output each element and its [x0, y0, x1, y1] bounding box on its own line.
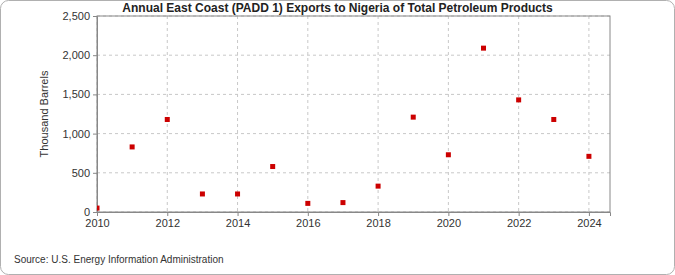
- grid-line-x: [518, 16, 519, 212]
- x-tick-mark: [238, 212, 239, 216]
- x-tick-mark: [589, 212, 590, 216]
- point: [165, 117, 170, 122]
- point: [305, 201, 310, 206]
- points: [97, 46, 591, 211]
- x-axis-line: [98, 213, 611, 217]
- y-tick-label: 2,500: [62, 10, 90, 22]
- grid-line-x: [378, 16, 379, 212]
- y-tick-mark: [93, 94, 97, 95]
- chart-svg: 05001,0001,5002,0002,5002010201220142016…: [0, 0, 675, 275]
- point: [516, 97, 521, 102]
- chart-container: 05001,0001,5002,0002,5002010201220142016…: [0, 0, 675, 275]
- point: [411, 115, 416, 120]
- x-tick-label: 2012: [156, 217, 180, 229]
- plot: 05001,0001,5002,0002,5002010201220142016…: [62, 10, 610, 229]
- source-note: Source: U.S. Energy Information Administ…: [14, 254, 224, 265]
- x-tick-mark: [308, 212, 309, 216]
- x-axis: 2010 2012 2014 2016 2018 2020 2022 2024: [85, 212, 610, 229]
- y-axis-line: [93, 17, 98, 213]
- x-tick-label: 2010: [85, 217, 109, 229]
- y-tick-mark: [93, 173, 97, 174]
- plot-background: [97, 16, 610, 212]
- frame: [1, 1, 675, 275]
- y-axis-title: Thousand Barrels: [38, 70, 50, 157]
- x-tick: 2010: [85, 212, 109, 229]
- x-tick-label: 2018: [366, 217, 390, 229]
- grid-line-x: [167, 16, 168, 212]
- point: [586, 154, 591, 159]
- point: [97, 206, 100, 211]
- y-tick-label: 2,000: [62, 49, 90, 61]
- grid-line-x: [237, 16, 238, 212]
- x-tick-label: 2014: [226, 217, 250, 229]
- x-tick: 2016: [296, 212, 320, 229]
- x-tick-mark: [378, 212, 379, 216]
- y-tick: 500: [72, 167, 97, 179]
- x-tick: 2022: [507, 212, 531, 229]
- y-tick: 1,500: [62, 88, 97, 100]
- x-tick: 2012: [156, 212, 180, 229]
- point: [551, 117, 556, 122]
- x-tick-mark: [448, 212, 449, 216]
- grid: [97, 16, 610, 212]
- plot-frame: [97, 16, 610, 212]
- grid-line-y: [97, 172, 610, 173]
- grid-line-x: [588, 16, 589, 212]
- grid-line-y: [97, 133, 610, 134]
- x-tick: 2024: [577, 212, 601, 229]
- x-tick-mark: [519, 212, 520, 216]
- grid-line-y: [97, 94, 610, 95]
- y-tick-label: 1,000: [62, 128, 90, 140]
- x-tick-mark: [167, 212, 168, 216]
- y-tick-mark: [93, 134, 97, 135]
- x-tick-label: 2024: [577, 217, 601, 229]
- point: [446, 152, 451, 157]
- point: [481, 46, 486, 51]
- x-tick-mark: [97, 212, 98, 216]
- point: [130, 144, 135, 149]
- y-tick: 2,000: [62, 49, 97, 61]
- x-tick: 2020: [437, 212, 461, 229]
- point: [200, 191, 205, 196]
- x-tick: 2014: [226, 212, 250, 229]
- grid-line-y: [97, 55, 610, 56]
- y-tick: 1,000: [62, 128, 97, 140]
- grid-line-x: [307, 16, 308, 212]
- x-tick: 2018: [366, 212, 390, 229]
- x-tick-label: 2016: [296, 217, 320, 229]
- grid-line-x: [448, 16, 449, 212]
- point: [235, 191, 240, 196]
- y-tick-label: 500: [72, 167, 90, 179]
- y-tick-mark: [93, 212, 97, 213]
- y-tick-mark: [93, 55, 97, 56]
- x-tick-label: 2020: [437, 217, 461, 229]
- title: Annual East Coast (PADD 1) Exports to Ni…: [122, 1, 553, 15]
- y-axis: 05001,0001,5002,0002,500: [62, 10, 97, 218]
- y-tick-label: 1,500: [62, 88, 90, 100]
- y-tick: 2,500: [62, 10, 97, 22]
- x-tick-label: 2022: [507, 217, 531, 229]
- point: [270, 164, 275, 169]
- y-tick-mark: [93, 16, 97, 17]
- point: [376, 184, 381, 189]
- point: [340, 200, 345, 205]
